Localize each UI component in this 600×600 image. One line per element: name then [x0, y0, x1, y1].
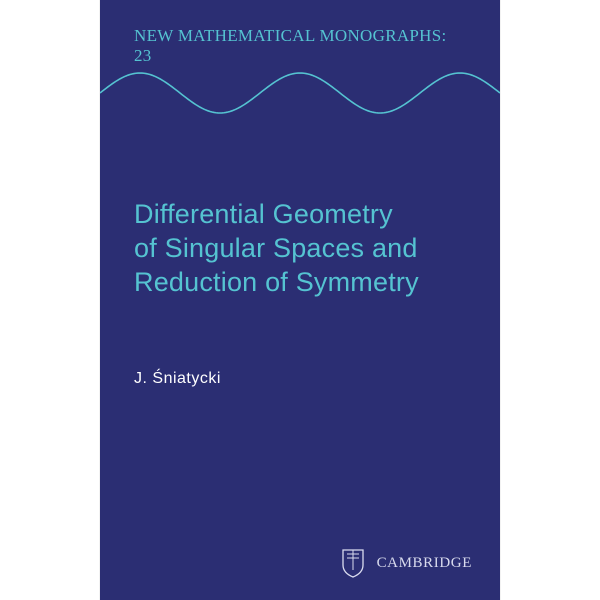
author-name: J. Śniatycki: [134, 370, 466, 388]
publisher-shield-icon: [341, 548, 365, 578]
book-cover: NEW MATHEMATICAL MONOGRAPHS: 23 Differen…: [100, 0, 500, 600]
title-line-2: of Singular Spaces and: [134, 232, 466, 266]
book-title: Differential Geometry of Singular Spaces…: [134, 198, 466, 299]
sine-wave-icon: [100, 58, 500, 128]
publisher-name: CAMBRIDGE: [377, 555, 472, 572]
title-line-1: Differential Geometry: [134, 198, 466, 232]
publisher-block: CAMBRIDGE: [341, 548, 472, 578]
title-line-3: Reduction of Symmetry: [134, 266, 466, 300]
sine-wave-graphic: [100, 58, 500, 128]
page-background: NEW MATHEMATICAL MONOGRAPHS: 23 Differen…: [0, 0, 600, 600]
